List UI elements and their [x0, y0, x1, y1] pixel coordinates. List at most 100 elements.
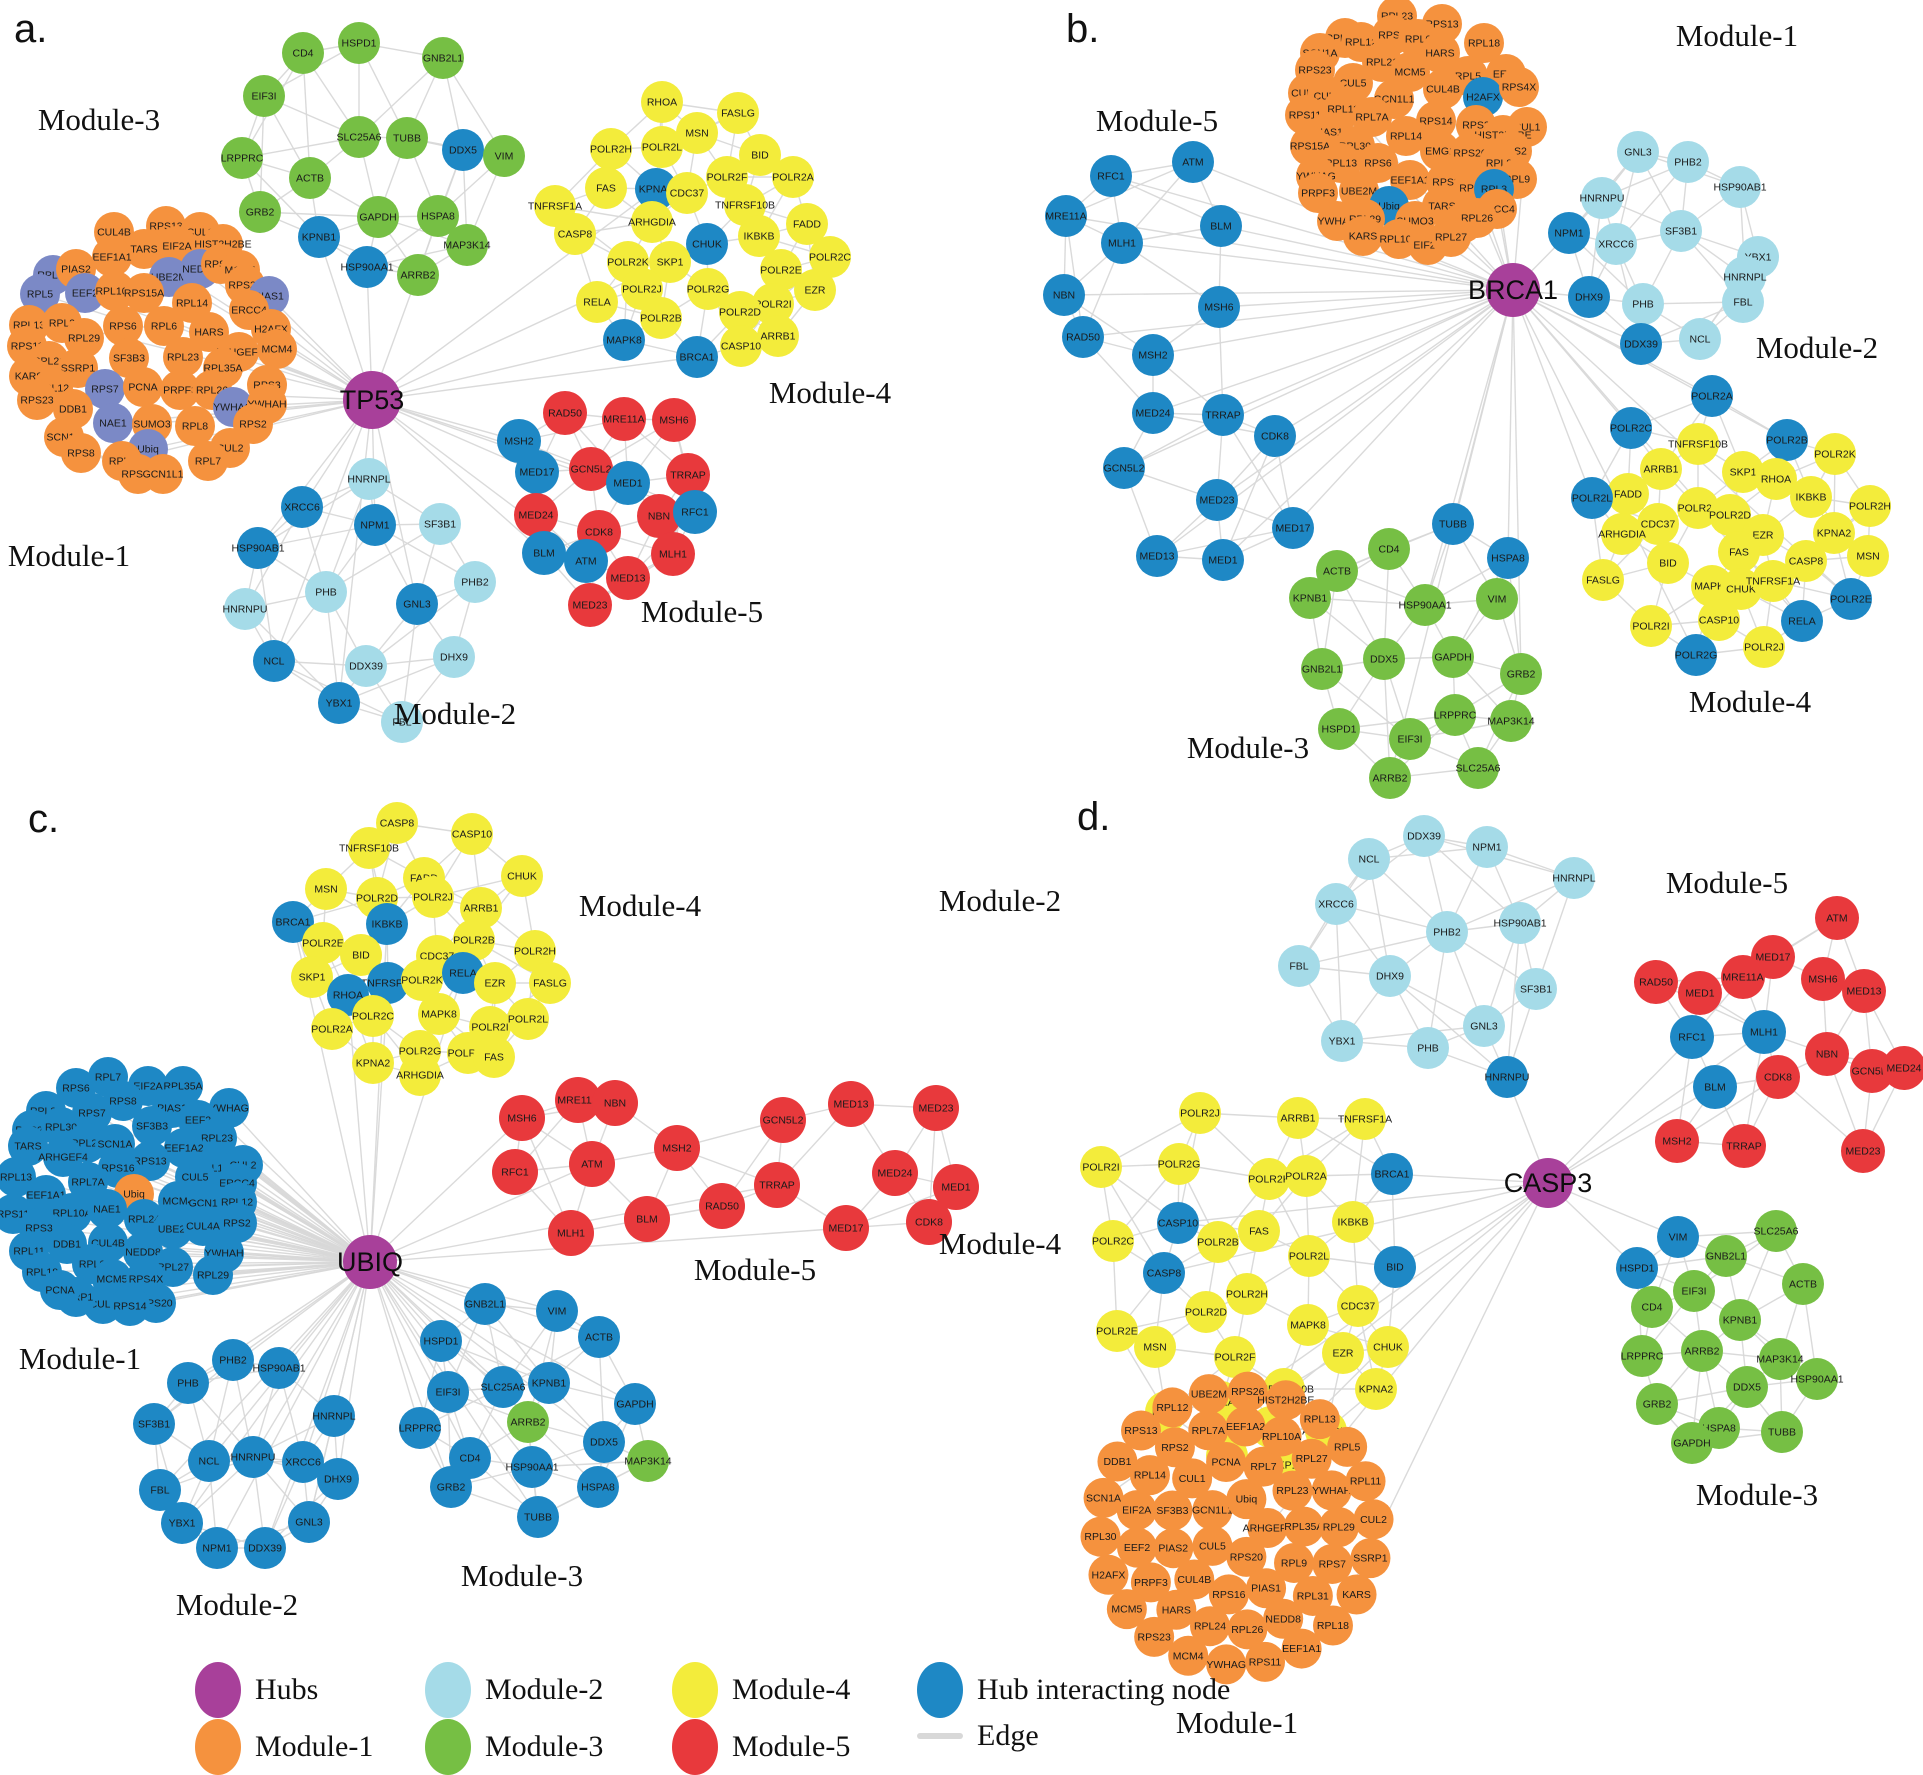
edge [1110, 175, 1514, 291]
node-IKBKB [738, 215, 780, 257]
node-RPS2 [1154, 1427, 1195, 1468]
node-label-RPS23: RPS23 [1138, 1631, 1171, 1643]
node-label-NBN: NBN [1816, 1049, 1838, 1061]
node-label-ATM: ATM [581, 1159, 602, 1171]
node-label-GNL3: GNL3 [295, 1517, 323, 1529]
node-label-RPS2: RPS2 [1161, 1442, 1189, 1454]
node-label-RPL21: RPL21 [1366, 57, 1398, 69]
node-POLR2D [719, 291, 761, 333]
node-CDK8 [1756, 1055, 1800, 1099]
node-NPM1 [1466, 826, 1508, 868]
node-HNRNPU [232, 1436, 274, 1478]
node-label-DDX39: DDX39 [349, 661, 383, 673]
node-POLR2H [590, 128, 632, 170]
node-RPS13 [1121, 1410, 1162, 1451]
node-POLR2H [1849, 485, 1891, 527]
edge [325, 523, 441, 593]
node-label-GNL3: GNL3 [1624, 147, 1652, 159]
node-RPL29 [193, 1255, 233, 1295]
node-label-HSPA8: HSPA8 [1491, 553, 1525, 565]
node-MED23 [913, 1085, 959, 1131]
node-label-MCM4: MCM4 [262, 344, 293, 356]
node-GNL3 [288, 1501, 330, 1543]
node-label-POLR2B: POLR2B [640, 313, 681, 325]
node-label-SSRP1: SSRP1 [1353, 1553, 1388, 1565]
node-label-HNRNPU: HNRNPU [223, 604, 268, 616]
node-label-RPL31: RPL31 [1297, 1590, 1329, 1602]
node-KARS [1343, 216, 1383, 256]
node-label-GNL3: GNL3 [1470, 1021, 1498, 1033]
node-NCL [1679, 318, 1721, 360]
edge [1065, 215, 1514, 291]
node-label-RPS6: RPS6 [109, 321, 137, 333]
node-EEF1A1 [92, 237, 132, 277]
node-label-CD4: CD4 [459, 1453, 480, 1465]
module-caption: Module-3 [1696, 1477, 1818, 1512]
node-HNRNPL [313, 1395, 355, 1437]
node-label-RELA: RELA [449, 968, 476, 980]
node-label-CDK8: CDK8 [915, 1217, 943, 1229]
node-label-KARS: KARS [1342, 1589, 1371, 1601]
node-EIF2A [1116, 1490, 1157, 1531]
node-MLH1 [651, 532, 695, 576]
node-PRPF3 [1130, 1562, 1171, 1603]
node-KPNA2 [352, 1042, 394, 1084]
node-MCM5 [1106, 1589, 1147, 1630]
node-label-TUBB: TUBB [1768, 1427, 1796, 1439]
node-label-ARRB1: ARRB1 [463, 903, 498, 915]
node-label-TNFRSF10B: TNFRSF10B [1668, 439, 1728, 451]
node-label-RPL7A: RPL7A [71, 1177, 104, 1189]
node-MED1 [606, 461, 650, 505]
node-label-NCL: NCL [1689, 334, 1710, 346]
node-label-MAPK8: MAPK8 [421, 1009, 457, 1021]
node-label-RPL6: RPL6 [151, 321, 177, 333]
node-label-RPS15A: RPS15A [1290, 141, 1330, 153]
node-TNFRSF1A [367, 962, 409, 1004]
node-label-EIF2A: EIF2A [162, 241, 191, 253]
node-POLR2J [412, 876, 454, 918]
node-CHUK [1720, 568, 1762, 610]
node-label-HARS: HARS [1162, 1604, 1191, 1616]
node-label-GNB2L1: GNB2L1 [423, 53, 463, 65]
node-label-FAS: FAS [596, 183, 616, 195]
node-GAPDH [357, 196, 399, 238]
node-POLR2E [1830, 578, 1872, 620]
node-label-RHOA: RHOA [333, 990, 363, 1002]
node-label-GNL3: GNL3 [403, 599, 431, 611]
node-label-ARRB1: ARRB1 [1280, 1113, 1315, 1125]
node-label-MSH6: MSH6 [659, 415, 688, 427]
node-FASLG [529, 962, 571, 1004]
edge [369, 1261, 558, 1312]
node-label-CASP8: CASP8 [1789, 556, 1824, 568]
node-label-GCN5L2: GCN5L2 [571, 464, 612, 476]
node-MED1 [1678, 971, 1722, 1015]
node-label-Ubiq: Ubiq [137, 444, 159, 456]
node-MAPK8 [418, 993, 460, 1035]
node-label-HNRNPL: HNRNPL [1723, 272, 1766, 284]
module-caption: Module-5 [641, 594, 763, 629]
node-label-UBE2M: UBE2M [1341, 186, 1377, 198]
node-label-MED24: MED24 [877, 1168, 912, 1180]
hub-label-TP53: TP53 [340, 385, 405, 415]
node-NBN [592, 1080, 638, 1126]
node-label-MLH1: MLH1 [1108, 238, 1136, 250]
node-HSPD1 [338, 22, 380, 64]
node-POLR2A [772, 156, 814, 198]
node-label-RPL29: RPL29 [68, 333, 100, 345]
node-ARHGDIA [631, 201, 673, 243]
node-label-NEDD8: NEDD8 [1265, 1613, 1301, 1625]
node-MED23 [1196, 479, 1238, 521]
node-label-PIAS1: PIAS1 [1251, 1583, 1281, 1595]
node-MED24 [1132, 392, 1174, 434]
node-label-YBX1: YBX1 [326, 698, 353, 710]
node-label-HNRNPL: HNRNPL [1552, 873, 1595, 885]
node-label-BID: BID [1386, 1262, 1404, 1274]
node-label-RPL23: RPL23 [1276, 1485, 1308, 1497]
node-PHB [1622, 283, 1664, 325]
node-label-PIAS2: PIAS2 [61, 264, 91, 276]
node-label-CUL1: CUL1 [90, 1299, 117, 1311]
edge [1547, 1031, 1765, 1184]
node-label-Ubiq: Ubiq [1378, 201, 1400, 213]
hub-label-CASP3: CASP3 [1504, 1168, 1593, 1198]
